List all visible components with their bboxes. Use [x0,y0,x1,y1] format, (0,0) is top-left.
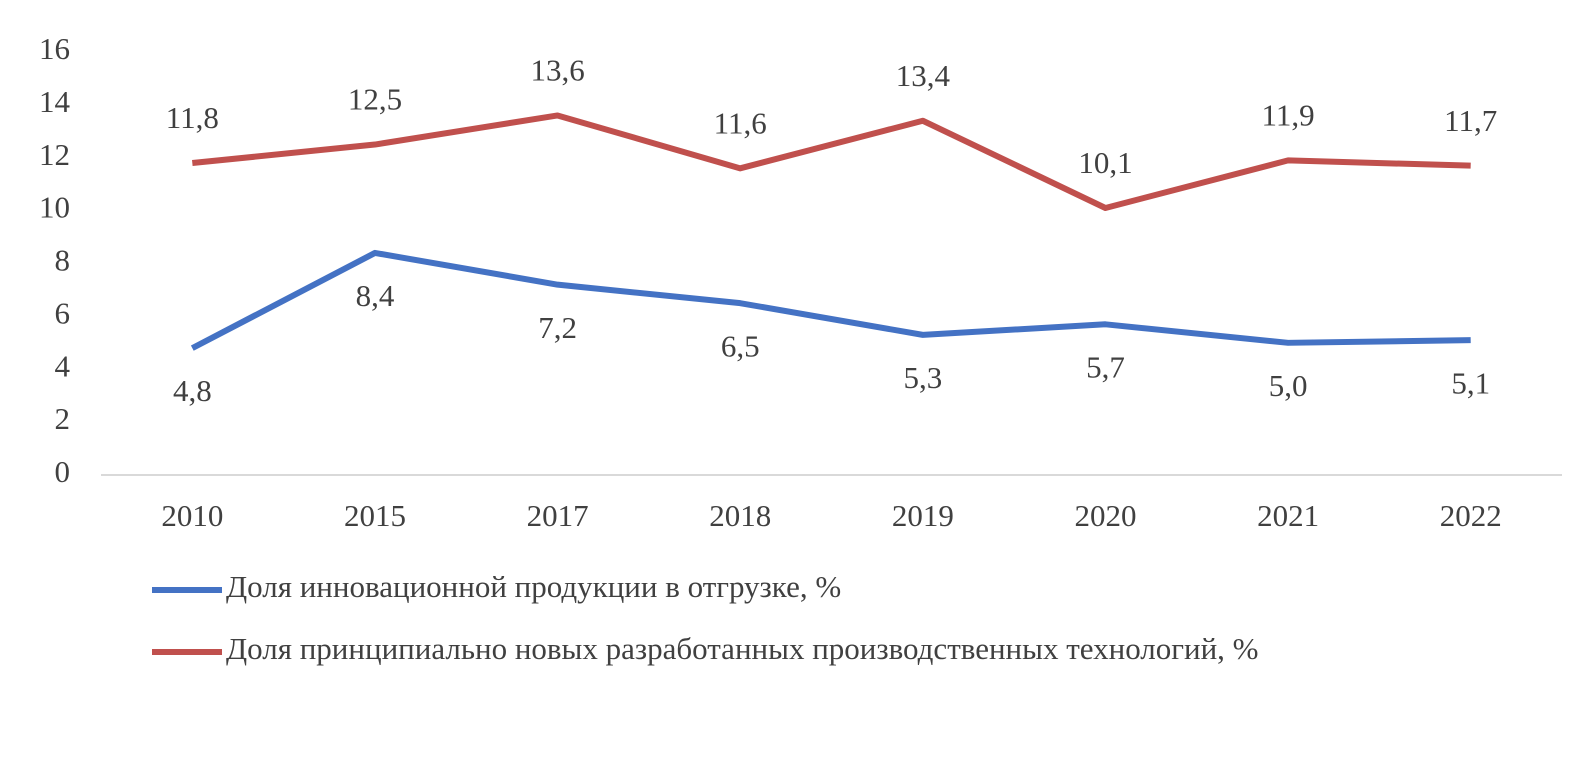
data-label: 5,7 [1086,349,1125,384]
x-tick-label: 2022 [1440,498,1502,533]
data-label: 8,4 [356,278,395,313]
data-label: 5,1 [1451,365,1490,400]
data-label: 11,9 [1262,98,1315,133]
y-tick-label: 12 [39,137,70,172]
y-tick-label: 16 [39,31,70,66]
y-tick-label: 4 [55,348,71,383]
y-tick-label: 2 [55,401,71,436]
y-tick-label: 0 [55,454,71,489]
x-tick-label: 2020 [1074,498,1136,533]
x-tick-label: 2010 [161,498,223,533]
y-tick-label: 10 [39,190,70,225]
data-label: 13,4 [896,58,951,93]
x-tick-label: 2019 [892,498,954,533]
series-line [192,112,1471,211]
data-label: 4,8 [173,373,212,408]
legend-label: Доля принципиально новых разработанных п… [226,631,1258,666]
data-label: 11,6 [714,105,767,140]
x-tick-label: 2021 [1257,498,1319,533]
data-label: 5,0 [1269,368,1308,403]
data-label: 12,5 [348,82,402,117]
data-label: 5,3 [903,360,942,395]
data-label: 11,8 [166,100,219,135]
data-label: 10,1 [1078,145,1132,180]
data-label: 7,2 [538,310,577,345]
y-tick-label: 8 [55,243,71,278]
x-tick-label: 2017 [527,498,589,533]
data-label: 6,5 [721,328,760,363]
series-line [190,249,1471,351]
legend-label: Доля инновационной продукции в отгрузке,… [226,569,841,604]
x-tick-label: 2018 [709,498,771,533]
data-label: 13,6 [530,53,584,88]
y-tick-label: 14 [39,84,71,119]
x-tick-label: 2015 [344,498,406,533]
data-label: 11,7 [1444,103,1497,138]
y-tick-label: 6 [55,295,71,330]
